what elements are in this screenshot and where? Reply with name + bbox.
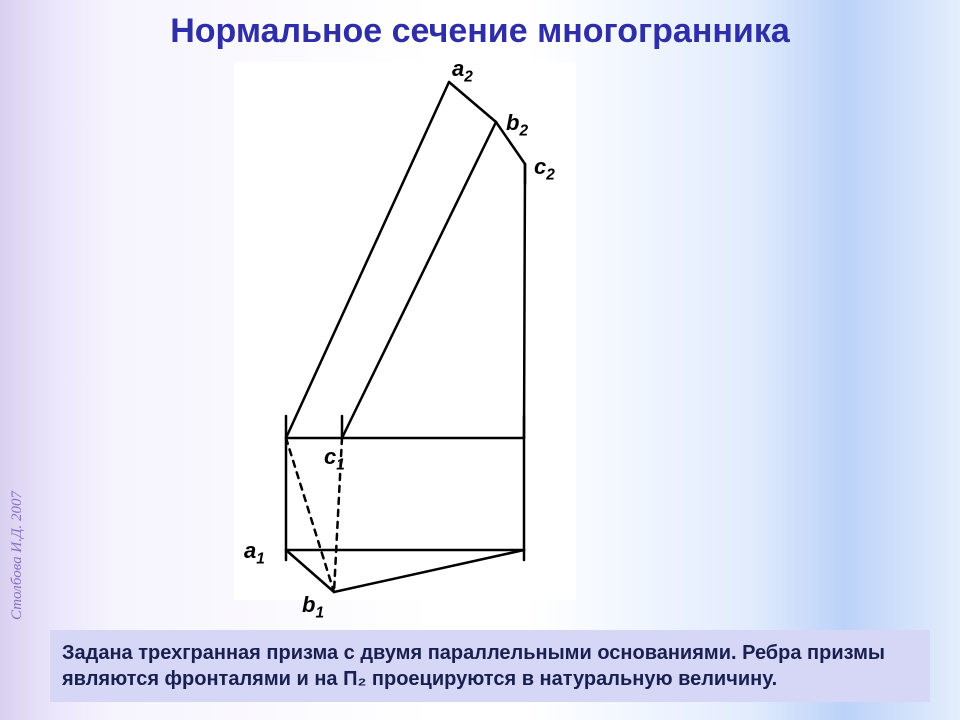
prism-diagram bbox=[234, 62, 576, 600]
vertex-label: a2 bbox=[452, 56, 473, 86]
attribution: Столбова И.Д. 2007 bbox=[9, 491, 26, 620]
vertex-label: c2 bbox=[534, 154, 555, 184]
caption-box: Задана трехгранная призма с двумя паралл… bbox=[50, 630, 930, 702]
vertex-label: b2 bbox=[506, 110, 528, 140]
vertex-label: c1 bbox=[324, 444, 345, 474]
caption-text: Задана трехгранная призма с двумя паралл… bbox=[62, 642, 885, 690]
diagram-area: a2b2c2c1a1b1 bbox=[234, 62, 576, 600]
page-title: Нормальное сечение многогранника bbox=[0, 12, 960, 51]
vertex-label: a1 bbox=[244, 538, 265, 568]
vertex-label: b1 bbox=[302, 592, 324, 622]
